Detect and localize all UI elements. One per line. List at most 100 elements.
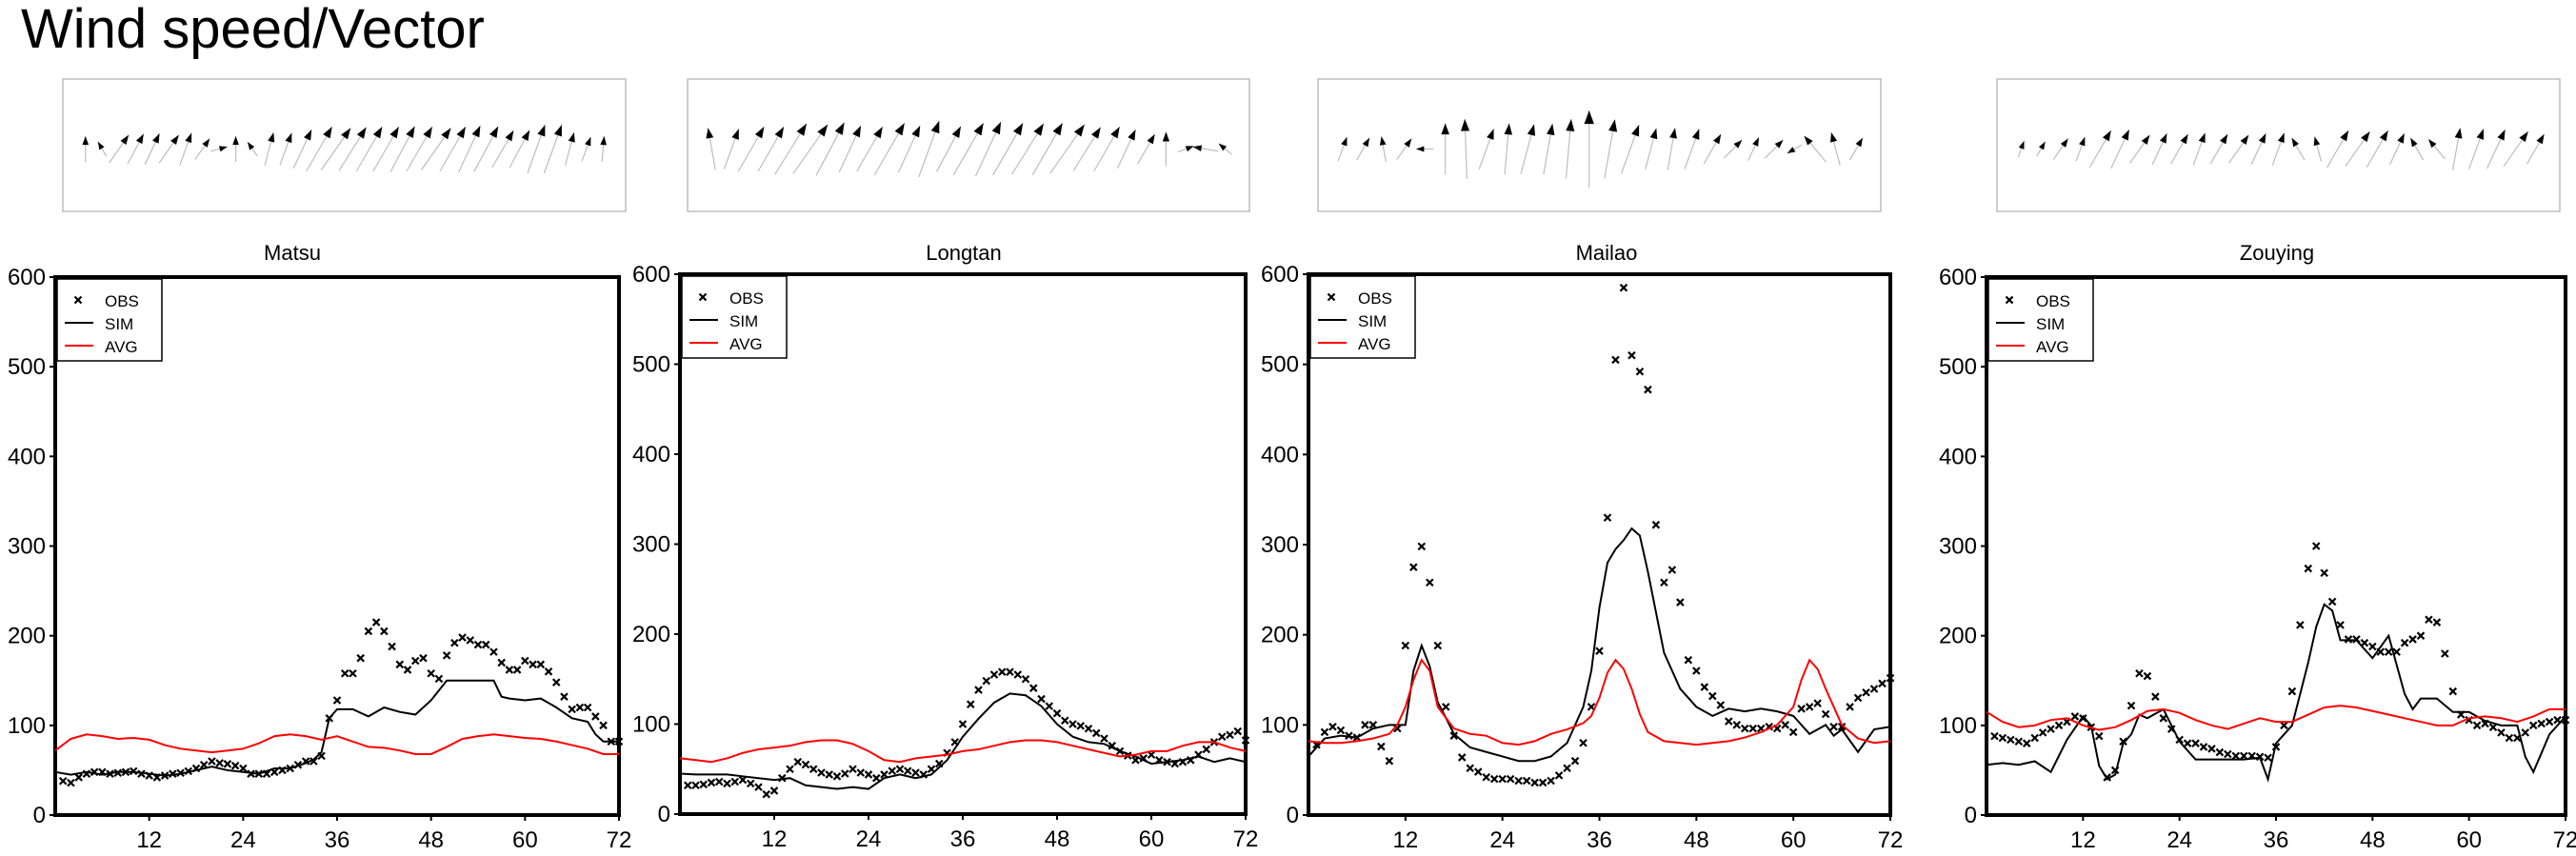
y-tick-label: 300 bbox=[1939, 534, 1977, 560]
data-point bbox=[1506, 774, 1515, 784]
wind-vector bbox=[372, 126, 400, 172]
data-point bbox=[801, 760, 810, 769]
wind-vector bbox=[1621, 124, 1640, 174]
data-point bbox=[2384, 647, 2393, 656]
data-point bbox=[1748, 724, 1758, 733]
data-point bbox=[1732, 721, 1742, 729]
x-tick-label: 12 bbox=[136, 827, 162, 853]
data-point bbox=[1554, 771, 1564, 780]
y-tick-label: 0 bbox=[1965, 803, 1977, 828]
data-point bbox=[410, 656, 420, 666]
data-point bbox=[239, 764, 248, 773]
chart-panel-matsu: Matsu 0 100 200 300 400 500 600 12 24 36 48 60 72 OBS S… bbox=[8, 78, 631, 853]
data-point bbox=[1579, 738, 1588, 747]
y-tick-label: 100 bbox=[632, 712, 670, 738]
wind-vector bbox=[952, 122, 985, 176]
data-point bbox=[2287, 687, 2297, 696]
y-tick-label: 500 bbox=[1939, 354, 1977, 380]
wind-vector bbox=[1504, 123, 1512, 175]
data-point bbox=[2183, 739, 2192, 747]
wind-vector-head bbox=[2410, 137, 2418, 148]
data-point bbox=[2505, 733, 2514, 743]
x-tick-label: 48 bbox=[2360, 827, 2386, 853]
wind-vector bbox=[97, 141, 108, 157]
y-tick-label: 0 bbox=[658, 802, 670, 827]
data-point bbox=[2320, 568, 2328, 578]
wind-vector bbox=[2503, 130, 2529, 168]
wind-vector-head bbox=[2340, 130, 2349, 142]
wind-vector-head bbox=[1341, 136, 1348, 147]
data-point bbox=[2264, 753, 2272, 763]
y-tick-label: 400 bbox=[8, 444, 46, 469]
wind-vector bbox=[1162, 131, 1170, 167]
data-point bbox=[754, 783, 763, 791]
wind-vector bbox=[1520, 124, 1536, 174]
wind-vector-head bbox=[930, 120, 940, 134]
wind-vector-head bbox=[894, 123, 905, 136]
data-point bbox=[840, 769, 849, 778]
wind-vector bbox=[1703, 133, 1722, 165]
data-point bbox=[466, 636, 475, 645]
wind-vector bbox=[1031, 122, 1064, 176]
wind-vector-head bbox=[568, 132, 575, 143]
wind-vector-head bbox=[600, 136, 607, 146]
data-point bbox=[1700, 683, 1709, 691]
wind-vector bbox=[355, 126, 383, 172]
x-tick-label: 36 bbox=[325, 827, 350, 853]
wind-vector bbox=[723, 129, 740, 169]
data-point bbox=[1570, 756, 1580, 766]
wind-vector bbox=[873, 122, 906, 176]
series-markers-obs bbox=[1312, 283, 1895, 787]
data-point bbox=[2215, 747, 2225, 757]
data-point bbox=[2521, 728, 2530, 737]
wind-vector-head bbox=[1416, 146, 1425, 152]
data-point bbox=[1627, 350, 1636, 360]
wind-vector bbox=[2036, 141, 2047, 157]
wind-vector-head bbox=[1804, 135, 1813, 146]
data-point bbox=[2537, 719, 2546, 728]
data-point bbox=[1401, 641, 1410, 650]
wind-vector bbox=[897, 125, 921, 173]
data-point bbox=[723, 779, 731, 788]
wind-vector-head bbox=[2397, 133, 2405, 144]
data-point bbox=[2304, 564, 2313, 573]
wind-vector bbox=[543, 124, 563, 174]
wind-vector bbox=[420, 128, 451, 170]
data-point bbox=[871, 773, 881, 783]
series-markers-obs bbox=[58, 618, 624, 787]
wind-vector-head bbox=[1362, 137, 1370, 148]
y-tick-label: 600 bbox=[1939, 265, 1977, 290]
data-point bbox=[1328, 722, 1337, 731]
data-point bbox=[2070, 712, 2080, 721]
data-point bbox=[2448, 687, 2458, 696]
x-tick-label: 24 bbox=[856, 826, 882, 852]
y-tick-label: 300 bbox=[8, 534, 46, 560]
data-point bbox=[419, 653, 428, 663]
data-point bbox=[1241, 736, 1250, 745]
data-point bbox=[1336, 726, 1346, 735]
wind-vector bbox=[564, 131, 575, 167]
data-point bbox=[1006, 667, 1014, 676]
wind-vector-head bbox=[2519, 131, 2528, 143]
wind-vector-head bbox=[1404, 138, 1412, 148]
data-point bbox=[1821, 709, 1830, 719]
data-point bbox=[1716, 701, 1726, 709]
wind-vector-head bbox=[817, 124, 829, 137]
wind-vector bbox=[2427, 138, 2446, 160]
x-tick-label: 36 bbox=[1587, 827, 1612, 853]
wind-vector-head bbox=[406, 126, 415, 138]
wind-vector-head bbox=[1487, 129, 1494, 140]
data-point bbox=[1878, 679, 1887, 688]
x-tick-label: 36 bbox=[950, 826, 976, 852]
x-tick-label: 12 bbox=[1392, 827, 1418, 853]
wind-vector bbox=[2052, 138, 2069, 160]
legend-label-sim: SIM bbox=[2036, 315, 2065, 333]
wind-vector-head bbox=[2379, 130, 2388, 142]
data-point bbox=[2007, 735, 2015, 745]
y-tick-label: 100 bbox=[1261, 712, 1299, 738]
y-tick-label: 500 bbox=[8, 354, 46, 380]
wind-vector bbox=[338, 127, 368, 171]
data-point bbox=[1028, 684, 1038, 692]
data-point bbox=[1409, 563, 1418, 571]
wind-vector-head bbox=[2079, 136, 2086, 147]
